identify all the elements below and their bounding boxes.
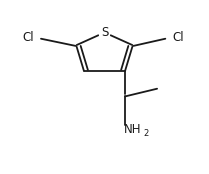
Text: NH: NH [124,123,141,136]
Text: 2: 2 [144,129,149,138]
Text: Cl: Cl [172,31,184,44]
Text: S: S [101,26,108,39]
Text: Cl: Cl [22,31,34,44]
